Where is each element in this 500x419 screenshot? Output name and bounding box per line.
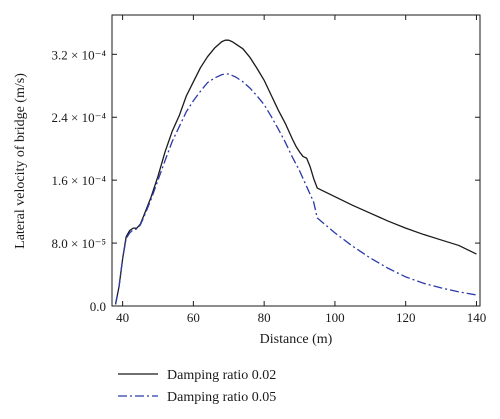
x-tick-label: 40 [116,310,129,325]
x-tick-label: 140 [467,310,487,325]
y-tick-label: 3.2 × 10⁻⁴ [52,47,107,62]
x-tick-label: 80 [258,310,271,325]
legend: Damping ratio 0.02 Damping ratio 0.05 [118,368,276,405]
y-tick-label: 8.0 × 10⁻⁵ [52,236,106,251]
x-tick-label: 120 [396,310,416,325]
legend-label-damping-0-05: Damping ratio 0.05 [167,390,276,405]
axes: 40 60 80 100 120 140 0.0 8.0 × 10⁻⁵ 1.6 × 10⁻⁴ 2.… [52,14,487,325]
y-tick-label: 2.4 × 10⁻⁴ [52,110,107,125]
legend-label-damping-0-02: Damping ratio 0.02 [167,368,276,383]
series-line-1 [114,39,477,305]
plot-frame [111,14,481,307]
x-axis-label: Distance (m) [260,332,333,347]
series-line-2 [114,73,477,305]
x-tick-label: 100 [325,310,345,325]
x-tick-label: 60 [187,310,200,325]
y-axis-label: Lateral velocity of bridge (m/s) [13,73,28,249]
y-tick-label: 0.0 [90,299,106,314]
y-tick-label: 1.6 × 10⁻⁴ [52,173,107,188]
plot-lines [114,39,477,305]
